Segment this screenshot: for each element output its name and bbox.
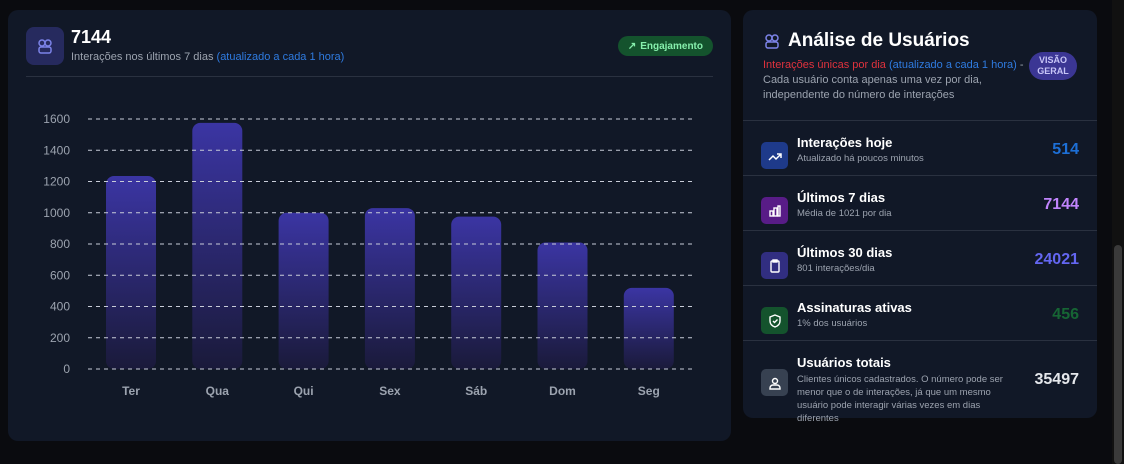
stat-row: Últimos 7 dias Média de 1021 por dia 714… xyxy=(743,175,1097,230)
users-icon xyxy=(765,34,779,49)
y-tick-label: 200 xyxy=(50,331,70,345)
y-tick-label: 400 xyxy=(50,300,70,314)
stat-name: Últimos 7 dias xyxy=(797,190,886,205)
bar-Dom[interactable] xyxy=(537,242,588,369)
stat-sub: Média de 1021 por dia xyxy=(797,208,892,219)
total-interactions: 7144 xyxy=(71,27,112,47)
user-icon xyxy=(761,369,788,396)
y-tick-label: 1200 xyxy=(43,175,70,189)
bar-chart-icon xyxy=(761,197,788,224)
stat-name: Interações hoje xyxy=(797,135,893,150)
bar-Seg[interactable] xyxy=(623,287,674,369)
stat-sub: Clientes únicos cadastrados. O número po… xyxy=(797,374,1003,424)
scrollbar-thumb[interactable] xyxy=(1114,245,1122,464)
stat-sub: 1% dos usuários xyxy=(797,318,868,329)
header-subtitle: Interações nos últimos 7 dias (atualizad… xyxy=(71,51,344,63)
desc-highlight: Interações únicas por dia xyxy=(763,59,886,71)
scrollbar[interactable] xyxy=(1112,0,1124,464)
shield-check-icon xyxy=(761,307,788,334)
interactions-panel: 7144 Interações nos últimos 7 dias (atua… xyxy=(8,10,731,441)
bar-Qua[interactable] xyxy=(192,122,243,369)
y-tick-label: 1000 xyxy=(43,206,70,220)
stat-sub: 801 interações/dia xyxy=(797,263,875,274)
x-tick-label: Sex xyxy=(379,384,401,398)
user-analysis-panel: Análise de Usuários Interações únicas po… xyxy=(743,10,1097,424)
stat-name: Últimos 30 dias xyxy=(797,245,893,260)
engagement-badge: ↗ Engajamento xyxy=(617,36,713,56)
stat-sub: Atualizado há poucos minutos xyxy=(797,153,924,164)
bar-chart: 0 200 400 600 800 1000 1200 1400 1600 Ter Qua Qui Se… xyxy=(43,112,692,398)
stat-row: Últimos 30 dias 801 interações/dia 24021 xyxy=(743,230,1097,285)
stat-value: 7144 xyxy=(1043,196,1079,213)
bar-Qui[interactable] xyxy=(278,212,329,369)
stat-row: Interações hoje Atualizado há poucos min… xyxy=(743,120,1097,175)
x-tick-label: Ter xyxy=(122,384,140,398)
users-icon xyxy=(26,27,64,65)
stat-name: Assinaturas ativas xyxy=(797,300,912,315)
trending-up-icon xyxy=(761,142,788,169)
title-text: Análise de Usuários xyxy=(788,30,970,51)
stat-value: 24021 xyxy=(1034,251,1080,268)
subtitle-text: Interações nos últimos 7 dias xyxy=(71,51,214,63)
update-note: (atualizado a cada 1 hora) xyxy=(216,51,345,63)
badge-line2: GERAL xyxy=(1037,66,1069,76)
trending-up-icon: ↗ xyxy=(627,40,637,52)
x-tick-label: Sáb xyxy=(465,384,487,398)
stat-value: 514 xyxy=(1052,141,1079,158)
badge-line1: VISÃO xyxy=(1038,55,1067,65)
bar-Sex[interactable] xyxy=(364,208,415,369)
stat-value: 456 xyxy=(1052,306,1079,323)
desc-text: - Cada usuário conta apenas uma vez por … xyxy=(763,59,1024,101)
panel-description: Interações únicas por dia (atualizado a … xyxy=(763,58,1025,103)
stat-name: Usuários totais xyxy=(797,355,891,370)
stat-value: 35497 xyxy=(1034,371,1080,388)
x-tick-label: Qua xyxy=(206,384,230,398)
y-tick-label: 600 xyxy=(50,268,70,282)
divider xyxy=(26,76,713,77)
bar-Ter[interactable] xyxy=(106,176,156,369)
stat-row: Assinaturas ativas 1% dos usuários 456 xyxy=(743,285,1097,340)
overview-badge: VISÃO GERAL xyxy=(1029,52,1077,80)
clipboard-icon xyxy=(761,252,788,279)
desc-update: (atualizado a cada 1 hora) xyxy=(888,59,1017,71)
x-tick-label: Seg xyxy=(638,384,660,398)
bar-Sáb[interactable] xyxy=(451,216,502,369)
stat-row: Usuários totais Clientes únicos cadastra… xyxy=(743,340,1097,424)
panel-title: Análise de Usuários xyxy=(763,30,970,52)
x-tick-label: Qui xyxy=(294,384,314,398)
y-tick-label: 1600 xyxy=(43,112,70,126)
x-tick-label: Dom xyxy=(549,384,576,398)
y-tick-label: 1400 xyxy=(43,143,70,157)
y-tick-label: 0 xyxy=(63,362,70,376)
badge-label: Engajamento xyxy=(640,40,703,52)
y-tick-label: 800 xyxy=(50,237,70,251)
